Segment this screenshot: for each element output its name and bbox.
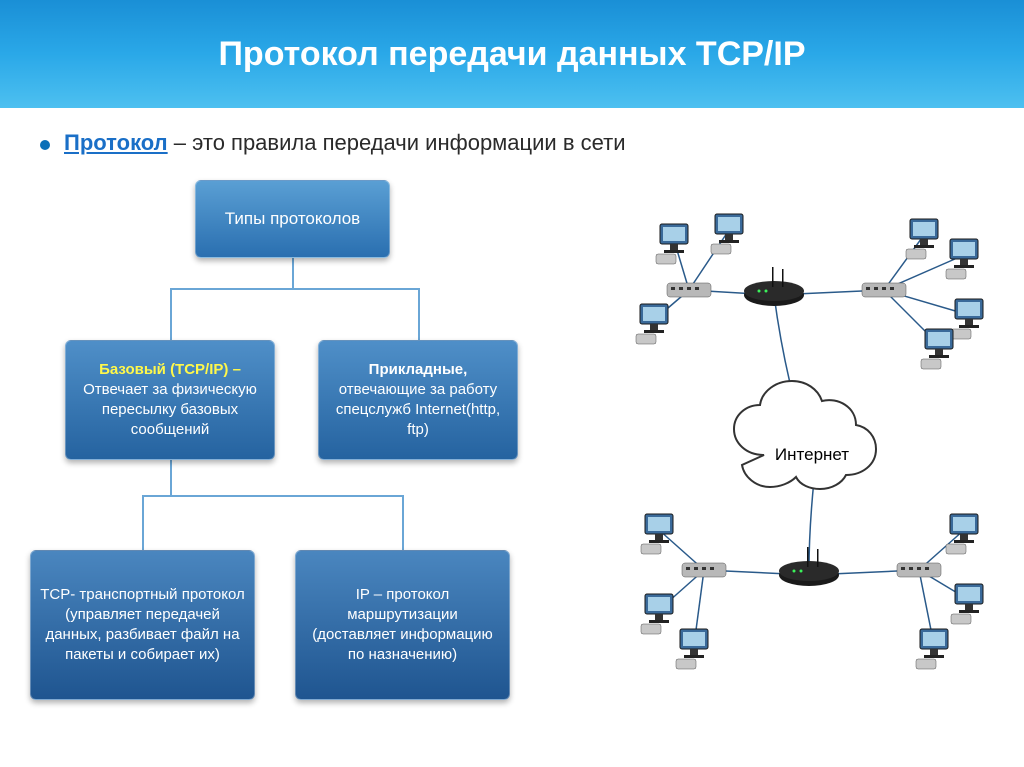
definition-rest: – это правила передачи информации в сети (168, 130, 626, 155)
pc-icon (951, 584, 983, 624)
slide-title: Протокол передачи данных TCP/IP (218, 35, 805, 74)
network-svg: Интернет (634, 210, 994, 710)
flowchart: Типы протоколов Базовый (TCP/IP) – Отвеч… (30, 180, 610, 740)
pc-icon (946, 239, 978, 279)
switch-icon (897, 563, 941, 577)
bullet-definition: Протокол – это правила передачи информац… (40, 130, 984, 156)
network-diagram: Интернет (634, 210, 994, 710)
slide-body: Протокол – это правила передачи информац… (0, 110, 1024, 186)
node-base-desc: Отвечает за физическую пересылку базовых… (74, 380, 266, 441)
connector (170, 288, 172, 340)
switch-icon (862, 283, 906, 297)
term-protocol: Протокол (64, 130, 168, 155)
internet-cloud: Интернет (734, 381, 876, 489)
pc-icon (906, 219, 938, 259)
node-app: Прикладные, отвечающие за работу спецслу… (318, 340, 518, 460)
connector (418, 288, 420, 340)
node-tcp: TCP- транспортный протокол (управляет пе… (30, 550, 255, 700)
switch-icon (667, 283, 711, 297)
definition-text: Протокол – это правила передачи информац… (64, 130, 626, 156)
pc-icon (636, 304, 668, 344)
connector (292, 258, 294, 288)
slide-header: Протокол передачи данных TCP/IP (0, 0, 1024, 110)
node-root: Типы протоколов (195, 180, 390, 258)
pc-icon (711, 214, 743, 254)
node-root-title: Типы протоколов (225, 208, 360, 231)
pc-icon (656, 224, 688, 264)
connector (170, 288, 418, 290)
connector (142, 495, 402, 497)
pc-icon (921, 329, 953, 369)
pc-icon (916, 629, 948, 669)
pc-icon (951, 299, 983, 339)
node-ip-desc: IP – протокол маршрутизации (доставляет … (304, 585, 501, 666)
connector (142, 495, 144, 550)
connector (170, 460, 172, 495)
cloud-label: Интернет (775, 445, 849, 464)
connector (402, 495, 404, 550)
pc-icon (641, 594, 673, 634)
switch-icon (682, 563, 726, 577)
node-app-title: Прикладные, (369, 360, 468, 380)
node-base: Базовый (TCP/IP) – Отвечает за физическу… (65, 340, 275, 460)
node-ip: IP – протокол маршрутизации (доставляет … (295, 550, 510, 700)
node-app-desc: отвечающие за работу спецслужб Internet(… (327, 380, 509, 441)
node-tcp-desc: TCP- транспортный протокол (управляет пе… (39, 585, 246, 666)
bullet-icon (40, 140, 50, 150)
pc-icon (641, 514, 673, 554)
node-base-title: Базовый (TCP/IP) – (99, 360, 241, 380)
router-icon (744, 267, 804, 306)
pc-icon (676, 629, 708, 669)
pc-icon (946, 514, 978, 554)
